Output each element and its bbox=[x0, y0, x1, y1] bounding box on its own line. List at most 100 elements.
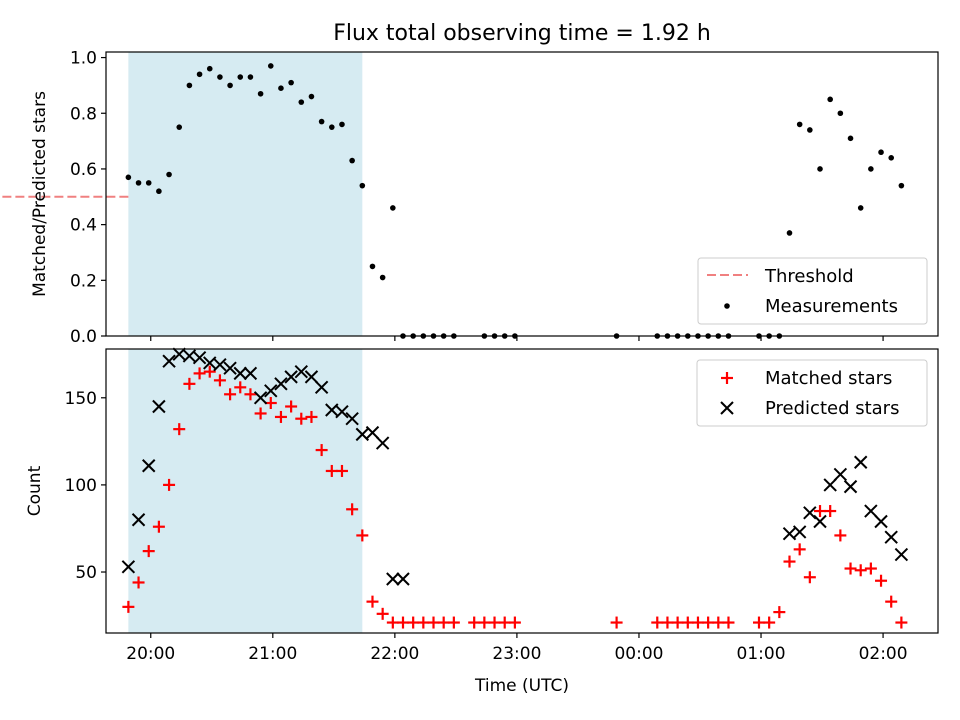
y-tick-label: 0.8 bbox=[70, 104, 97, 124]
y-tick-label: 0.2 bbox=[70, 271, 97, 291]
matched-star-point bbox=[254, 407, 267, 420]
matched-star-point bbox=[152, 520, 165, 533]
predicted-star-point bbox=[853, 455, 868, 469]
measurement-point bbox=[868, 166, 874, 172]
predicted-star-point bbox=[233, 366, 247, 381]
matched-star-point bbox=[407, 616, 420, 629]
top-panel: 0.0 0.2 0.4 0.6 0.8 1.0 Matched/Predicted sta… bbox=[0, 49, 939, 347]
matched-star-point bbox=[661, 616, 674, 629]
predicted-star-point bbox=[375, 436, 390, 450]
y-tick-label: 0.6 bbox=[70, 160, 97, 180]
matched-star-point bbox=[671, 616, 684, 629]
matched-star-point bbox=[244, 388, 257, 401]
matched-star-point bbox=[488, 616, 501, 629]
matched-star-point bbox=[285, 400, 298, 413]
matched-star-point bbox=[844, 562, 857, 575]
predicted-star-point bbox=[894, 547, 909, 562]
matched-star-point bbox=[468, 616, 481, 629]
predicted-star-point bbox=[864, 504, 878, 518]
matched-star-point bbox=[417, 616, 430, 629]
legend-measurements-swatch bbox=[724, 303, 730, 309]
matched-star-point bbox=[427, 616, 440, 629]
measurement-point bbox=[257, 90, 264, 97]
matched-star-point bbox=[132, 576, 145, 589]
matched-star-point bbox=[814, 505, 827, 518]
y-tick-label: 150 bbox=[65, 389, 97, 409]
legend-predicted-label: Predicted stars bbox=[765, 398, 899, 419]
matched-star-point bbox=[274, 410, 287, 423]
measurement-point bbox=[878, 149, 884, 156]
matched-star-point bbox=[163, 478, 176, 491]
matched-star-point bbox=[224, 388, 237, 401]
matched-star-point bbox=[346, 503, 359, 516]
x-tick-label: 23:00 bbox=[492, 644, 541, 664]
predicted-star-point bbox=[345, 411, 359, 426]
top-x-axis-ticks bbox=[150, 336, 884, 341]
chart-title: Flux total observing time = 1.92 h bbox=[333, 21, 711, 46]
legend-predicted-swatch bbox=[720, 401, 734, 415]
measurement-point bbox=[278, 85, 284, 91]
matched-star-point bbox=[702, 616, 715, 629]
matched-star-point bbox=[752, 616, 765, 629]
matched-star-point bbox=[213, 374, 226, 387]
measurement-point bbox=[206, 65, 213, 72]
matched-star-point bbox=[305, 410, 318, 423]
matched-star-point bbox=[366, 595, 379, 608]
x-tick-label: 01:00 bbox=[737, 644, 786, 664]
measurement-point bbox=[186, 82, 193, 89]
bottom-shaded-region bbox=[128, 349, 363, 633]
matched-star-point bbox=[610, 616, 623, 629]
matched-star-point bbox=[875, 574, 888, 587]
y-tick-label: 0.0 bbox=[70, 327, 97, 347]
measurement-point bbox=[837, 110, 844, 117]
measurement-point bbox=[125, 174, 132, 181]
measurement-point bbox=[817, 166, 823, 172]
matched-star-point bbox=[783, 555, 796, 568]
x-tick-label: 20:00 bbox=[126, 644, 175, 664]
matched-star-point bbox=[895, 616, 908, 629]
matched-star-point bbox=[885, 595, 898, 608]
matched-star-point bbox=[803, 571, 816, 584]
predicted-star-point bbox=[264, 384, 278, 398]
measurement-point bbox=[786, 230, 793, 236]
measurement-point bbox=[308, 93, 315, 100]
measurement-point bbox=[267, 63, 274, 69]
predicted-star-point bbox=[192, 351, 207, 365]
measurement-point bbox=[379, 274, 386, 281]
matched-star-point bbox=[834, 529, 847, 542]
measurement-point bbox=[857, 205, 864, 211]
predicted-star-point bbox=[274, 377, 288, 391]
predicted-star-point bbox=[803, 506, 817, 520]
matched-star-point bbox=[437, 616, 450, 629]
bottom-panel: 50 100 150 20:00 21:00 22:00 23:00 00:00 01:00 0… bbox=[25, 347, 939, 696]
matched-star-point bbox=[203, 365, 216, 378]
matched-star-point bbox=[396, 616, 409, 629]
matched-star-point bbox=[793, 543, 806, 556]
measurement-point bbox=[349, 157, 355, 164]
predicted-star-point bbox=[365, 425, 380, 440]
measurement-point bbox=[176, 124, 183, 130]
bottom-legend-box bbox=[696, 359, 928, 427]
predicted-star-point bbox=[294, 364, 308, 379]
matched-star-point bbox=[122, 600, 135, 613]
legend-matched-label: Matched stars bbox=[765, 368, 892, 389]
bottom-y-axis-label: Count bbox=[25, 465, 45, 516]
bottom-y-axis: 50 100 150 bbox=[65, 389, 106, 583]
predicted-star-point bbox=[131, 513, 146, 527]
measurement-point bbox=[339, 121, 345, 128]
measurement-point bbox=[247, 74, 254, 80]
matched-star-point bbox=[234, 381, 247, 394]
predicted-star-point bbox=[823, 478, 837, 492]
matched-star-point bbox=[864, 562, 877, 575]
x-tick-label: 02:00 bbox=[859, 644, 908, 664]
y-tick-label: 1.0 bbox=[70, 49, 97, 69]
predicted-star-point bbox=[884, 530, 898, 544]
matched-star-point bbox=[773, 606, 786, 619]
predicted-star-point bbox=[813, 514, 827, 529]
measurement-point bbox=[227, 82, 233, 89]
top-y-axis: 0.0 0.2 0.4 0.6 0.8 1.0 bbox=[70, 49, 106, 347]
predicted-star-point bbox=[792, 525, 807, 539]
measurement-point bbox=[166, 171, 172, 178]
measurement-point bbox=[145, 180, 152, 186]
